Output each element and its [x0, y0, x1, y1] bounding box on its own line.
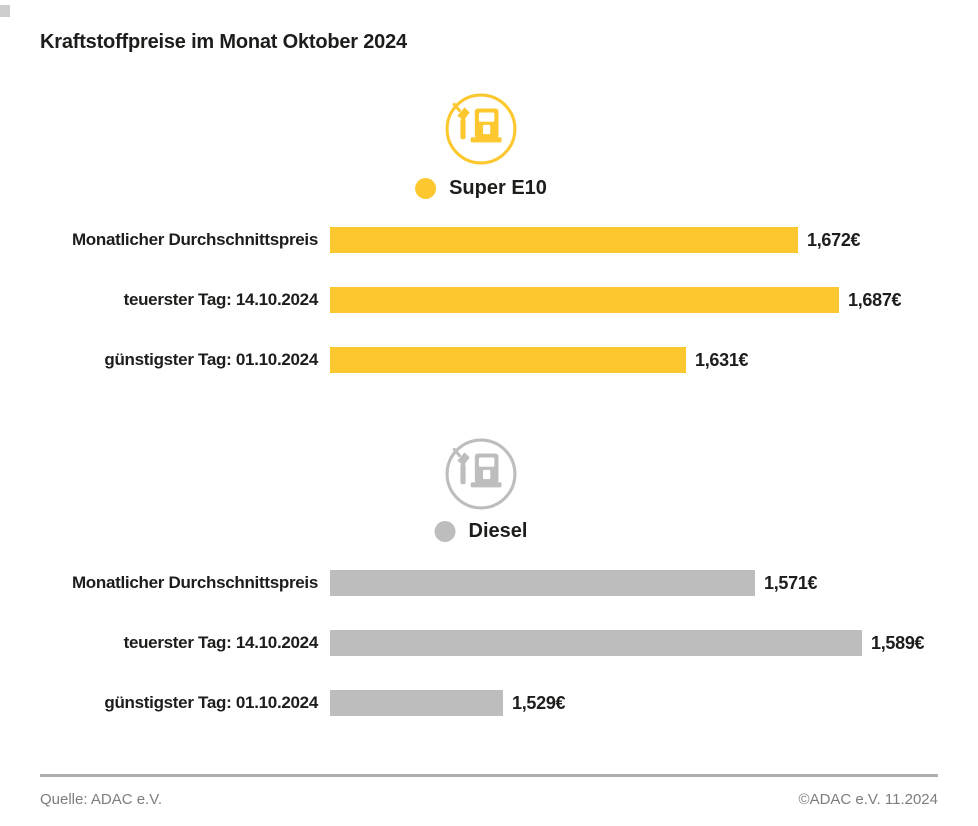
legend-label-diesel: Diesel	[468, 519, 528, 542]
fuel-pump-icon	[444, 92, 518, 166]
bar-super-max	[330, 287, 839, 313]
bar-label: Monatlicher Durchschnittspreis	[71, 573, 318, 592]
bar-row-diesel-min: günstigster Tag: 01.10.2024 1,529€	[40, 690, 566, 716]
bar-label: teuerster Tag: 14.10.2024	[123, 290, 319, 309]
bar-super-average	[330, 227, 798, 253]
bar-value: 1,529€	[512, 692, 566, 713]
fuel-pump-icon	[444, 437, 518, 511]
corner-artifact	[0, 5, 10, 17]
bar-label: günstigster Tag: 01.10.2024	[104, 693, 318, 712]
chart-title: Kraftstoffpreise im Monat Oktober 2024	[40, 31, 407, 53]
bar-label: teuerster Tag: 14.10.2024	[123, 633, 319, 652]
bar-row-diesel-average: Monatlicher Durchschnittspreis 1,571€	[40, 570, 818, 596]
legend-diesel: Diesel	[434, 519, 528, 543]
bar-label: günstigster Tag: 01.10.2024	[104, 350, 318, 369]
legend-dot-super-e10	[415, 177, 437, 199]
bar-value: 1,589€	[871, 632, 925, 653]
legend-label-super-e10: Super E10	[449, 176, 547, 199]
bar-label: Monatlicher Durchschnittspreis	[71, 230, 318, 249]
bar-super-min	[330, 347, 686, 373]
source-note: Quelle: ADAC e.V.	[40, 791, 163, 808]
bar-value: 1,571€	[764, 572, 818, 593]
bar-value: 1,672€	[807, 229, 861, 250]
bar-row-super-average: Monatlicher Durchschnittspreis 1,672€	[40, 227, 861, 253]
bar-row-super-max: teuerster Tag: 14.10.2024 1,687€	[40, 287, 902, 313]
footer-divider	[40, 774, 938, 777]
bar-value: 1,687€	[848, 289, 902, 310]
bar-diesel-max	[330, 630, 862, 656]
bar-row-super-min: günstigster Tag: 01.10.2024 1,631€	[40, 347, 749, 373]
footer: Quelle: ADAC e.V. ©ADAC e.V. 11.2024	[40, 791, 938, 808]
legend-dot-diesel	[434, 520, 456, 542]
bar-diesel-average	[330, 570, 755, 596]
bar-value: 1,631€	[695, 349, 749, 370]
legend-super-e10: Super E10	[415, 176, 547, 200]
copyright-note: ©ADAC e.V. 11.2024	[798, 791, 938, 808]
bar-diesel-min	[330, 690, 503, 716]
bar-row-diesel-max: teuerster Tag: 14.10.2024 1,589€	[40, 630, 925, 656]
